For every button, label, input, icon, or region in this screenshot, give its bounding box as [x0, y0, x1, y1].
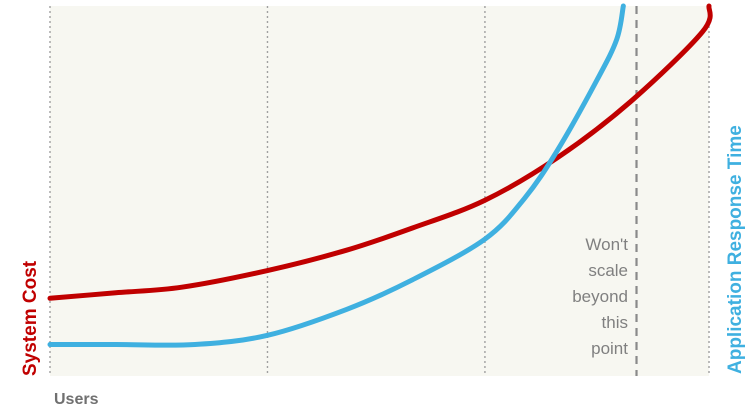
annotation-line-1: Won't: [585, 235, 628, 254]
y-axis-label-right: Application Response Time: [725, 125, 746, 374]
x-axis-label: Users: [54, 391, 99, 408]
y-axis-label-left: System Cost: [20, 260, 41, 376]
annotation-line-3: beyond: [572, 287, 628, 306]
annotation-text: Won't scale beyond this point: [572, 235, 628, 358]
response-time-line: [47, 3, 626, 348]
annotation-line-4: this: [602, 313, 628, 332]
plot-background: [50, 6, 709, 376]
system-cost-line: [47, 3, 713, 301]
annotation-line-5: point: [591, 339, 628, 358]
annotation-line-2: scale: [588, 261, 628, 280]
